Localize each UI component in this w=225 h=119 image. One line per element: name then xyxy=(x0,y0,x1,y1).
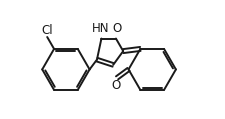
Text: HN: HN xyxy=(92,22,109,35)
Text: O: O xyxy=(112,22,121,35)
Text: O: O xyxy=(112,79,121,92)
Text: Cl: Cl xyxy=(41,24,53,37)
